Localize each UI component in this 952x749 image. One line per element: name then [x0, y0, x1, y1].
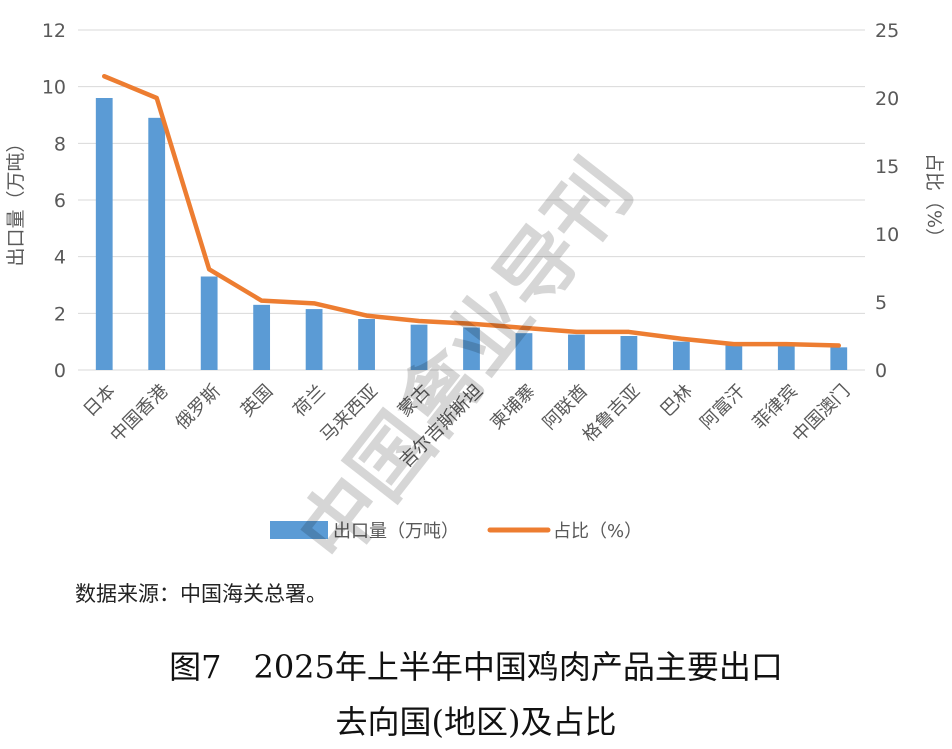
bar — [410, 324, 428, 370]
category-label: 柬埔寨 — [486, 381, 539, 434]
left-tick-label: 0 — [54, 360, 66, 382]
category-label: 日本 — [79, 381, 119, 421]
bar — [358, 319, 375, 370]
legend-bar-label: 出口量（万吨） — [333, 521, 459, 542]
category-label: 俄罗斯 — [172, 381, 225, 434]
data-source-note: 数据来源：中国海关总署。 — [75, 582, 327, 606]
right-tick-label: 15 — [875, 156, 899, 178]
left-tick-label: 10 — [42, 77, 66, 99]
right-tick-label: 20 — [875, 88, 899, 110]
bar-series — [95, 98, 848, 370]
bar — [95, 98, 113, 370]
left-tick-label: 12 — [42, 20, 66, 42]
category-label: 蒙古 — [394, 381, 434, 421]
category-label: 阿富汗 — [696, 381, 749, 434]
right-tick-label: 10 — [875, 224, 899, 246]
left-tick-label: 6 — [54, 190, 66, 212]
legend-line-label: 占比（%） — [553, 521, 642, 542]
bar — [515, 333, 533, 370]
category-label: 荷兰 — [289, 381, 329, 421]
bar — [305, 309, 323, 370]
bar — [725, 344, 743, 370]
right-axis-ticks: 0 5 10 15 20 25 — [875, 20, 899, 382]
left-tick-label: 2 — [54, 303, 66, 325]
right-tick-label: 25 — [875, 20, 899, 42]
bar — [672, 341, 690, 370]
category-label: 马来西亚 — [316, 381, 382, 447]
bar — [568, 334, 585, 370]
left-axis-title: 出口量（万吨） — [5, 133, 27, 266]
bar — [253, 304, 271, 370]
right-tick-label: 5 — [875, 292, 887, 314]
category-label: 中国香港 — [106, 381, 172, 447]
gridlines — [78, 29, 865, 371]
figure-caption-line-2: 去向国(地区)及占比 — [335, 703, 617, 741]
bar — [463, 327, 480, 370]
bar — [830, 347, 848, 370]
bar — [620, 336, 638, 370]
category-label: 格鲁吉亚 — [579, 381, 645, 447]
legend: 出口量（万吨） 占比（%） — [270, 521, 642, 542]
legend-bar-swatch — [270, 521, 328, 539]
figure-caption-line-1: 图7 2025年上半年中国鸡肉产品主要出口 — [169, 648, 783, 686]
left-axis-ticks: 0 2 4 6 8 10 12 — [42, 20, 66, 382]
line-series — [101, 73, 842, 348]
category-label: 中国澳门 — [789, 381, 855, 447]
right-axis-title: 占比（%） — [923, 153, 945, 247]
right-tick-label: 0 — [875, 360, 887, 382]
category-label: 英国 — [237, 381, 277, 421]
bar — [148, 117, 166, 370]
bar — [200, 276, 218, 370]
bar — [777, 345, 795, 370]
left-tick-label: 8 — [54, 133, 66, 155]
category-label: 巴林 — [657, 381, 697, 421]
left-tick-label: 4 — [54, 247, 66, 269]
